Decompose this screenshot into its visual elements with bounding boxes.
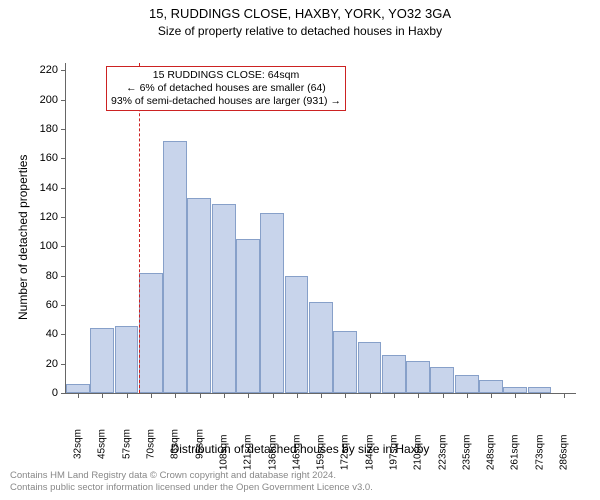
ytick-label: 80	[46, 270, 58, 282]
xtick	[540, 393, 541, 398]
ytick-label: 100	[40, 240, 58, 252]
histogram-bar	[212, 204, 236, 393]
histogram-bar	[333, 331, 357, 393]
histogram-bar	[139, 273, 163, 393]
ytick	[61, 246, 66, 247]
ytick-label: 0	[52, 387, 58, 399]
xtick	[370, 393, 371, 398]
xtick	[200, 393, 201, 398]
histogram-bar	[66, 384, 90, 393]
marker-line	[139, 63, 140, 393]
ytick	[61, 276, 66, 277]
histogram-bar	[455, 375, 479, 393]
histogram-bar	[90, 328, 114, 393]
xtick	[297, 393, 298, 398]
ytick-label: 160	[40, 152, 58, 164]
chart-title: 15, RUDDINGS CLOSE, HAXBY, YORK, YO32 3G…	[0, 6, 600, 21]
ytick	[61, 364, 66, 365]
ytick	[61, 129, 66, 130]
xtick	[78, 393, 79, 398]
ytick-label: 220	[40, 64, 58, 76]
xtick	[467, 393, 468, 398]
ytick-label: 60	[46, 299, 58, 311]
histogram-bar	[236, 239, 260, 393]
ytick-label: 40	[46, 328, 58, 340]
histogram-bar	[187, 198, 211, 393]
xtick	[564, 393, 565, 398]
xtick	[491, 393, 492, 398]
histogram-bar	[163, 141, 187, 393]
ytick	[61, 305, 66, 306]
chart-subtitle: Size of property relative to detached ho…	[0, 24, 600, 38]
xtick	[443, 393, 444, 398]
credits: Contains HM Land Registry data © Crown c…	[10, 470, 373, 494]
histogram-bar	[382, 355, 406, 393]
info-box-line: 15 RUDDINGS CLOSE: 64sqm	[111, 69, 341, 82]
credits-line-2: Contains public sector information licen…	[10, 482, 373, 494]
ytick	[61, 188, 66, 189]
xtick	[102, 393, 103, 398]
xtick	[224, 393, 225, 398]
xtick	[248, 393, 249, 398]
xtick	[321, 393, 322, 398]
histogram-bar	[479, 380, 503, 393]
histogram-bar	[430, 367, 454, 393]
histogram-bar	[260, 213, 284, 393]
xtick	[515, 393, 516, 398]
plot-area: 02040608010012014016018020022032sqm45sqm…	[65, 63, 576, 394]
xtick	[175, 393, 176, 398]
xtick	[418, 393, 419, 398]
xtick	[151, 393, 152, 398]
credits-line-1: Contains HM Land Registry data © Crown c…	[10, 470, 373, 482]
histogram-bar	[406, 361, 430, 393]
ytick	[61, 158, 66, 159]
histogram-bar	[309, 302, 333, 393]
xtick	[345, 393, 346, 398]
xtick	[127, 393, 128, 398]
info-box-line: ← 6% of detached houses are smaller (64)	[111, 82, 341, 95]
ytick	[61, 100, 66, 101]
ytick	[61, 217, 66, 218]
ytick-label: 120	[40, 211, 58, 223]
xtick	[273, 393, 274, 398]
histogram-bar	[115, 326, 139, 393]
ytick-label: 140	[40, 182, 58, 194]
ytick-label: 180	[40, 123, 58, 135]
y-axis-label: Number of detached properties	[16, 155, 30, 320]
histogram-bar	[285, 276, 309, 393]
info-box: 15 RUDDINGS CLOSE: 64sqm← 6% of detached…	[106, 66, 346, 111]
ytick-label: 20	[46, 358, 58, 370]
histogram-bar	[358, 342, 382, 393]
ytick-label: 200	[40, 94, 58, 106]
info-box-line: 93% of semi-detached houses are larger (…	[111, 95, 341, 108]
ytick	[61, 334, 66, 335]
xtick	[394, 393, 395, 398]
ytick	[61, 70, 66, 71]
ytick	[61, 393, 66, 394]
x-axis-label: Distribution of detached houses by size …	[0, 442, 600, 456]
chart-container: 15, RUDDINGS CLOSE, HAXBY, YORK, YO32 3G…	[0, 0, 600, 500]
